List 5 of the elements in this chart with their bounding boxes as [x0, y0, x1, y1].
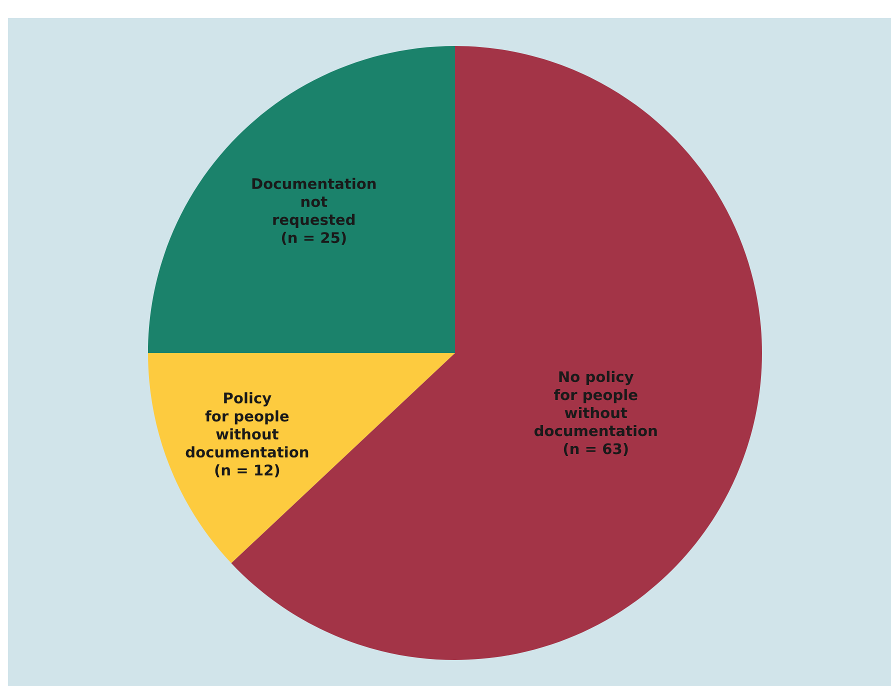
slice-label: Policy for people without documentation (n = 12)	[186, 392, 308, 478]
slice-label: Documentation not requested (n = 25)	[252, 178, 376, 245]
pie-slice	[148, 353, 455, 564]
slice-label: No policy for people without documentation (n = 63)	[534, 370, 657, 456]
pie-slice	[148, 46, 455, 353]
